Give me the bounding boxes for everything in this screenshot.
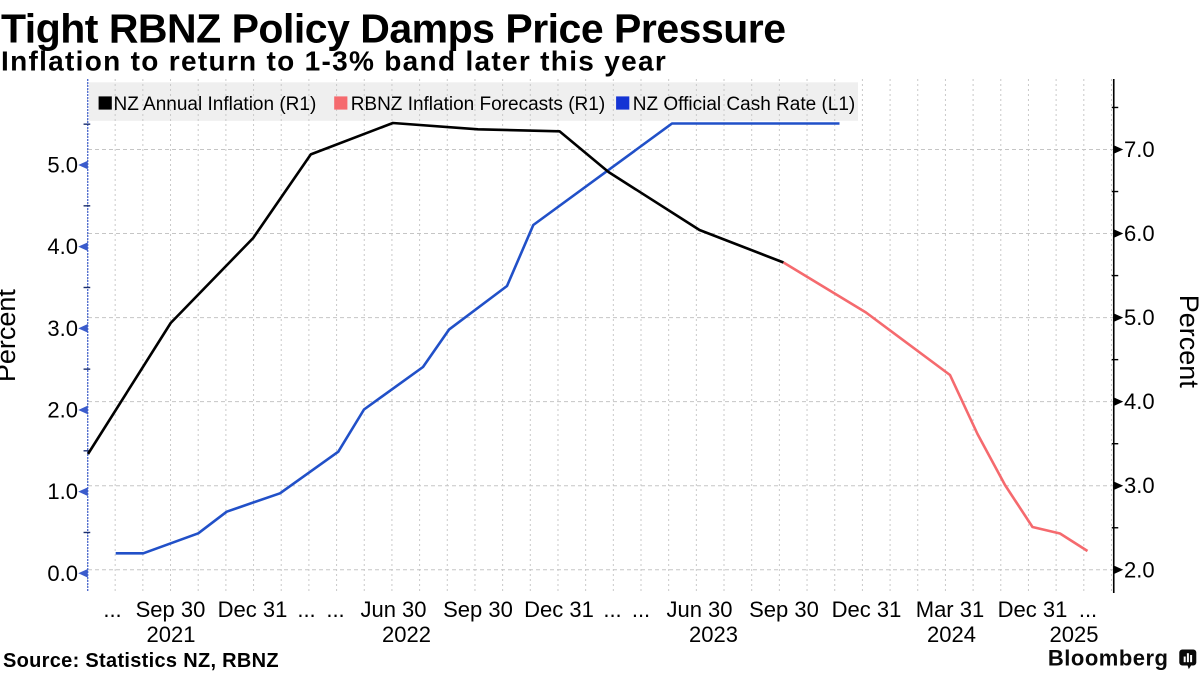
svg-text:...: ... xyxy=(326,597,344,622)
svg-text:Inflation to return to 1-3% ba: Inflation to return to 1-3% band later t… xyxy=(1,46,667,77)
svg-text:...: ... xyxy=(297,597,315,622)
svg-text:6.0: 6.0 xyxy=(1124,221,1155,246)
svg-text:...: ... xyxy=(103,597,121,622)
svg-text:Percent: Percent xyxy=(1174,295,1200,389)
svg-text:2.0: 2.0 xyxy=(1124,557,1155,582)
svg-text:Dec 31: Dec 31 xyxy=(524,597,594,622)
svg-text:7.0: 7.0 xyxy=(1124,137,1155,162)
svg-text:Mar 31: Mar 31 xyxy=(916,597,984,622)
svg-text:2024: 2024 xyxy=(927,622,976,647)
svg-text:...: ... xyxy=(1079,597,1097,622)
svg-text:5.0: 5.0 xyxy=(47,153,78,178)
svg-text:Bloomberg: Bloomberg xyxy=(1048,646,1169,671)
svg-text:Percent: Percent xyxy=(0,289,21,383)
svg-text:Jun 30: Jun 30 xyxy=(666,597,732,622)
svg-text:4.0: 4.0 xyxy=(1124,389,1155,414)
svg-text:3.0: 3.0 xyxy=(1124,473,1155,498)
svg-text:4.0: 4.0 xyxy=(47,234,78,259)
svg-text:...: ... xyxy=(603,597,621,622)
svg-text:...: ... xyxy=(632,597,650,622)
svg-text:Sep 30: Sep 30 xyxy=(136,597,206,622)
svg-text:Dec 31: Dec 31 xyxy=(832,597,902,622)
svg-text:RBNZ Inflation Forecasts (R1): RBNZ Inflation Forecasts (R1) xyxy=(351,94,605,115)
svg-text:2.0: 2.0 xyxy=(47,397,78,422)
svg-text:Sep 30: Sep 30 xyxy=(749,597,819,622)
svg-text:3.0: 3.0 xyxy=(47,316,78,341)
svg-text:2022: 2022 xyxy=(382,622,431,647)
svg-text:Jun 30: Jun 30 xyxy=(360,597,426,622)
svg-text:Dec 31: Dec 31 xyxy=(998,597,1068,622)
svg-text:5.0: 5.0 xyxy=(1124,305,1155,330)
svg-text:0.0: 0.0 xyxy=(47,561,78,586)
svg-text:NZ Official Cash Rate (L1): NZ Official Cash Rate (L1) xyxy=(633,94,855,115)
svg-text:Dec 31: Dec 31 xyxy=(218,597,288,622)
svg-text:Source: Statistics NZ, RBNZ: Source: Statistics NZ, RBNZ xyxy=(3,650,279,672)
svg-text:Tight RBNZ Policy Damps Price: Tight RBNZ Policy Damps Price Pressure xyxy=(1,6,786,52)
svg-text:NZ Annual Inflation (R1): NZ Annual Inflation (R1) xyxy=(114,94,317,115)
svg-text:2021: 2021 xyxy=(147,622,196,647)
svg-text:2023: 2023 xyxy=(689,622,738,647)
svg-text:2025: 2025 xyxy=(1050,622,1099,647)
svg-text:1.0: 1.0 xyxy=(47,479,78,504)
svg-text:Sep 30: Sep 30 xyxy=(443,597,513,622)
